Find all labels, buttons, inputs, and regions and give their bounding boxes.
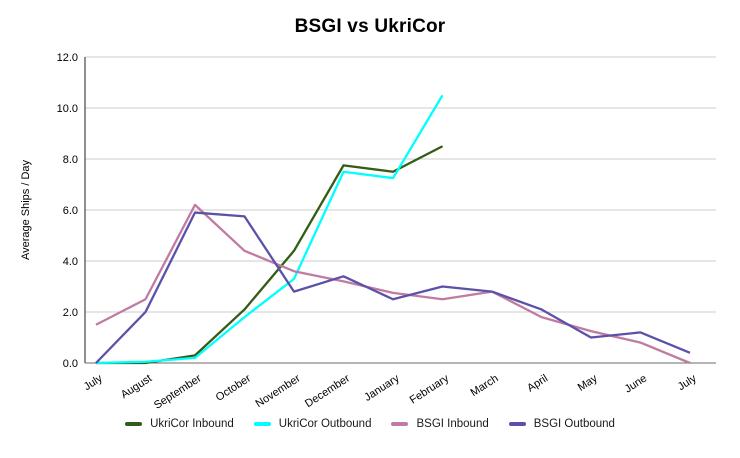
legend-swatch-icon <box>253 422 271 426</box>
legend-item-ukricor-outbound: UkriCor Outbound <box>253 418 372 430</box>
legend-swatch-icon <box>508 422 526 426</box>
legend-swatch-icon <box>125 422 143 426</box>
x-axis-label: October <box>214 372 254 404</box>
legend-swatch-icon <box>391 422 409 426</box>
y-tick-label: 10.0 <box>57 103 78 115</box>
y-tick-label: 8.0 <box>63 154 78 166</box>
y-tick-label: 0.0 <box>63 358 78 370</box>
x-axis-label: January <box>362 372 402 404</box>
y-tick-label: 12.0 <box>57 52 78 64</box>
x-axis-label: November <box>254 372 303 410</box>
legend-label: BSGI Outbound <box>533 418 615 430</box>
x-axis-label: July <box>82 372 105 393</box>
x-axis-label: February <box>408 372 452 406</box>
y-tick-label: 4.0 <box>63 256 78 268</box>
y-tick-label: 2.0 <box>63 307 78 319</box>
legend-label: BSGI Inbound <box>416 418 489 430</box>
legend: UkriCor Inbound UkriCor Outbound BSGI Inbo… <box>0 418 740 430</box>
x-axis-label: June <box>623 372 650 395</box>
x-axis-label: July <box>676 372 699 393</box>
y-tick-label: 6.0 <box>63 205 78 217</box>
legend-label: UkriCor Inbound <box>150 418 234 430</box>
x-axis-label: March <box>468 372 500 399</box>
legend-label: UkriCor Outbound <box>278 418 372 430</box>
x-axis-label: May <box>576 372 600 394</box>
legend-item-bsgi-inbound: BSGI Inbound <box>391 418 489 430</box>
series-line-ukricor-outbound <box>95 94 444 365</box>
x-axis-label: August <box>119 372 154 401</box>
x-axis-label: December <box>303 372 352 410</box>
series-line-bsgi-inbound <box>95 203 691 365</box>
x-axis-label: September <box>152 372 204 412</box>
series-line-bsgi-outbound <box>95 211 691 364</box>
legend-item-ukricor-inbound: UkriCor Inbound <box>125 418 234 430</box>
x-axis-label: April <box>525 372 550 394</box>
chart-title: BSGI vs UkriCor <box>294 16 446 37</box>
legend-item-bsgi-outbound: BSGI Outbound <box>508 418 615 430</box>
